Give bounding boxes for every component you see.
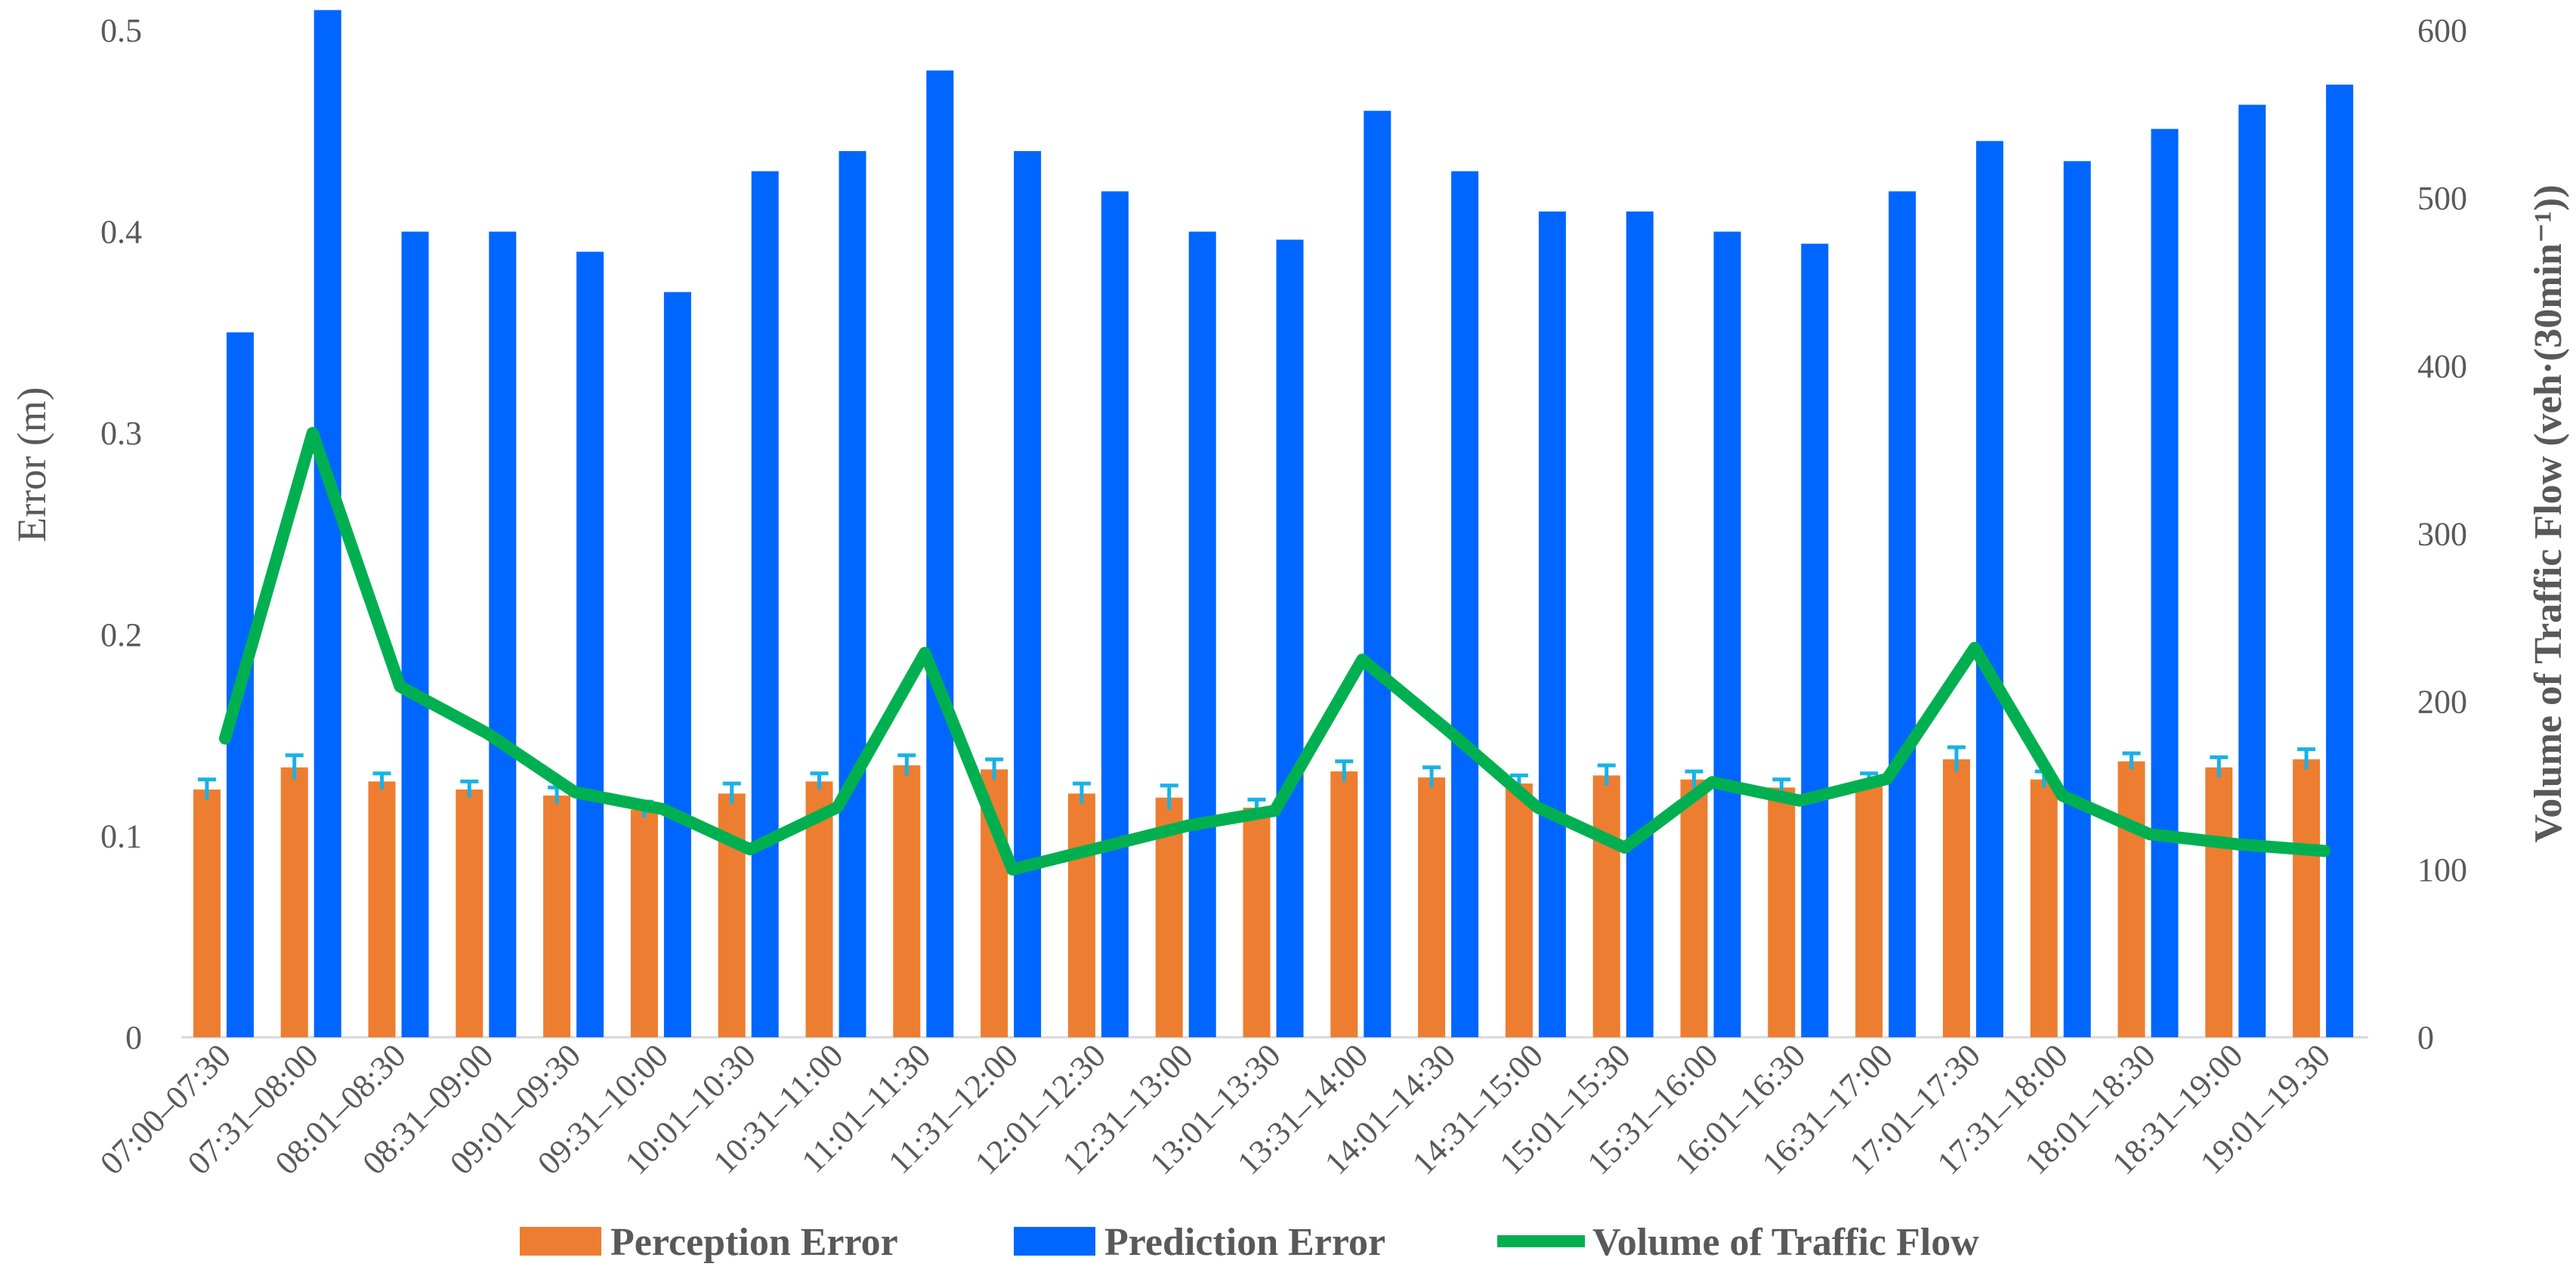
prediction-error-bar — [2151, 128, 2179, 1037]
prediction-error-bar — [1889, 191, 1917, 1037]
prediction-error-bar — [663, 292, 691, 1038]
y-tick-left: 0.2 — [100, 616, 142, 653]
perception-error-bar — [1855, 781, 1883, 1037]
y-tick-left: 0 — [125, 1019, 142, 1056]
legend-label-volume: Volume of Traffic Flow — [1592, 1221, 1979, 1264]
prediction-error-bar — [1451, 171, 1479, 1037]
perception-error-bar — [280, 767, 308, 1037]
y-tick-right: 200 — [2417, 684, 2467, 721]
perception-error-bar — [2030, 779, 2058, 1037]
y-tick-right: 100 — [2417, 851, 2467, 888]
perception-error-bar — [2117, 761, 2145, 1037]
legend-label-prediction: Prediction Error — [1104, 1221, 1385, 1264]
y-tick-right: 400 — [2417, 348, 2467, 385]
perception-error-bar — [2205, 767, 2233, 1037]
y-tick-right: 300 — [2417, 516, 2467, 553]
perception-error-bar — [1330, 771, 1358, 1037]
y-tick-left: 0.1 — [100, 817, 142, 854]
y-tick-right: 500 — [2417, 180, 2467, 217]
prediction-error-bar — [2063, 161, 2091, 1037]
prediction-error-bar — [576, 252, 604, 1037]
y-tick-right: 0 — [2417, 1019, 2434, 1056]
y-tick-left: 0.4 — [100, 214, 142, 251]
y-tick-right: 600 — [2417, 12, 2467, 49]
legend: Perception Error Prediction Error Volume… — [520, 1221, 1979, 1264]
volume-of-traffic-flow-line — [218, 427, 2331, 876]
perception-error-bar — [1680, 779, 1708, 1037]
line-layer — [218, 427, 2331, 876]
perception-error-bar — [1942, 759, 1970, 1037]
bars-layer — [193, 10, 2354, 1038]
prediction-error-bar — [489, 231, 517, 1038]
prediction-error-bar — [1101, 191, 1129, 1037]
y-axis-title-right: Volume of Traffic Flow (veh·(30min⁻¹)) — [2527, 184, 2570, 842]
prediction-error-bar — [751, 171, 779, 1037]
prediction-error-bar — [1538, 211, 1566, 1038]
perception-error-bar — [893, 765, 921, 1037]
perception-error-bar — [543, 796, 571, 1037]
prediction-error-bar — [1188, 231, 1216, 1038]
perception-error-bar — [1418, 777, 1446, 1037]
prediction-error-bar — [1626, 211, 1654, 1038]
perception-error-bar — [1505, 783, 1533, 1037]
perception-error-bar — [1768, 787, 1796, 1037]
legend-label-perception: Perception Error — [610, 1221, 898, 1264]
legend-swatch-perception — [520, 1227, 601, 1256]
prediction-error-bar — [1975, 141, 2003, 1037]
perception-error-bar — [456, 789, 483, 1037]
perception-error-bar — [630, 809, 658, 1037]
prediction-error-bar — [926, 70, 954, 1038]
y-axis-title-left: Error (m) — [9, 387, 54, 542]
prediction-error-bar — [1014, 150, 1042, 1038]
perception-error-bar — [1243, 808, 1271, 1037]
perception-error-bar — [2293, 759, 2321, 1037]
y-tick-left: 0.3 — [100, 415, 142, 452]
prediction-error-bar — [1276, 239, 1304, 1037]
prediction-error-bar — [2238, 104, 2266, 1038]
prediction-error-bar — [401, 231, 429, 1038]
perception-error-bar — [1067, 793, 1095, 1037]
prediction-error-bar — [314, 10, 341, 1038]
prediction-error-bar — [1801, 243, 1829, 1038]
perception-error-bar — [1592, 775, 1620, 1037]
prediction-error-bar — [1364, 110, 1391, 1037]
prediction-error-bar — [1713, 231, 1741, 1038]
perception-error-bar — [193, 789, 221, 1037]
prediction-error-bar — [839, 150, 866, 1038]
prediction-error-bar — [2326, 84, 2354, 1037]
legend-swatch-prediction — [1014, 1227, 1095, 1256]
y-tick-left: 0.5 — [100, 12, 142, 49]
perception-error-bar — [368, 781, 396, 1037]
